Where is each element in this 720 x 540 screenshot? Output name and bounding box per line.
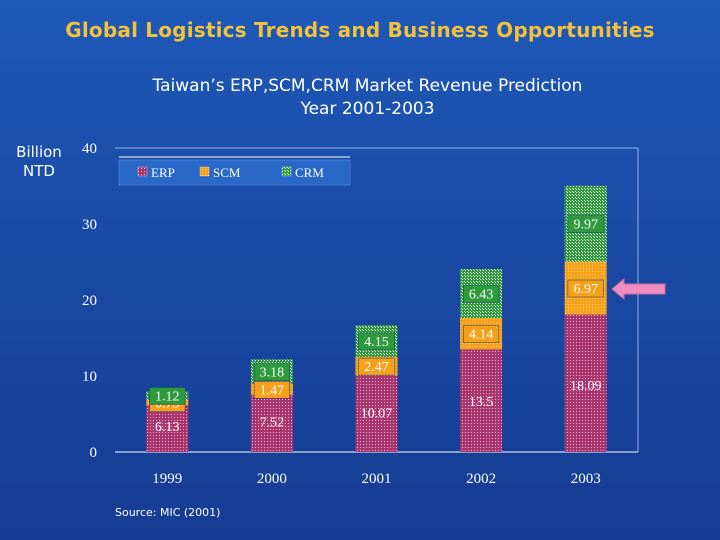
data-label-box-scm bbox=[463, 325, 500, 343]
data-label-erp-2003: 18.09 bbox=[570, 379, 602, 394]
x-tick-label: 2000 bbox=[257, 471, 287, 487]
y-tick-label: 20 bbox=[82, 293, 97, 309]
y-tick-label: 40 bbox=[82, 141, 97, 157]
data-label-scm-2001: 2.47 bbox=[364, 360, 389, 375]
y-unit-line1: Billion bbox=[16, 143, 62, 161]
data-label-crm-1999: 1.12 bbox=[155, 389, 180, 404]
legend-swatch-crm bbox=[281, 166, 292, 177]
data-label-crm-2000: 3.18 bbox=[260, 366, 285, 381]
y-tick-label: 30 bbox=[82, 217, 97, 233]
x-tick-label: 2001 bbox=[362, 471, 392, 487]
data-label-scm-2000: 1.47 bbox=[260, 383, 285, 398]
data-label-box-crm bbox=[358, 332, 395, 351]
slide-title: Global Logistics Trends and Business Opp… bbox=[65, 18, 655, 42]
data-label-scm-2002: 4.14 bbox=[469, 328, 494, 343]
data-label-crm-2003: 9.97 bbox=[573, 218, 598, 233]
data-label-box-scm bbox=[358, 357, 395, 376]
bar-erp-1999 bbox=[146, 405, 189, 452]
data-label-erp-1999: 6.13 bbox=[155, 420, 180, 435]
chart-subtitle-line1: Taiwan’s ERP,SCM,CRM Market Revenue Pred… bbox=[152, 76, 583, 96]
bar-erp-2002 bbox=[460, 349, 503, 452]
y-tick-label: 10 bbox=[82, 369, 97, 385]
bar-erp-2001 bbox=[355, 375, 398, 452]
y-unit-line2: NTD bbox=[23, 162, 55, 180]
data-label-erp-2002: 13.5 bbox=[469, 395, 494, 410]
bar-erp-2000 bbox=[250, 394, 293, 452]
data-label-box-crm bbox=[253, 363, 290, 381]
legend-label-erp: ERP bbox=[151, 165, 175, 180]
chart-subtitle-line2: Year 2001-2003 bbox=[300, 99, 435, 119]
source-note: Source: MIC (2001) bbox=[115, 506, 221, 519]
data-label-box-scm bbox=[253, 381, 290, 399]
legend-box bbox=[118, 159, 351, 186]
x-tick-label: 2002 bbox=[466, 471, 496, 487]
data-label-crm-2002: 6.43 bbox=[469, 288, 494, 303]
legend-label-crm: CRM bbox=[295, 165, 324, 180]
data-label-box-crm bbox=[567, 215, 604, 233]
legend-swatch-scm bbox=[199, 166, 210, 177]
x-tick-label: 2003 bbox=[571, 471, 601, 487]
legend-label-scm: SCM bbox=[213, 165, 241, 180]
data-label-erp-2001: 10.07 bbox=[361, 407, 393, 422]
data-label-box-crm bbox=[463, 285, 500, 303]
y-tick-label: 0 bbox=[90, 445, 98, 461]
highlight-arrow-icon bbox=[611, 277, 666, 301]
bar-erp-2003 bbox=[564, 314, 607, 452]
data-label-box-crm bbox=[149, 387, 186, 405]
data-label-scm-2003: 6.97 bbox=[573, 282, 598, 297]
legend-swatch-erp bbox=[137, 166, 148, 177]
data-label-erp-2000: 7.52 bbox=[260, 415, 285, 430]
data-label-box-scm bbox=[567, 279, 604, 298]
data-label-crm-2001: 4.15 bbox=[364, 335, 389, 350]
x-tick-label: 1999 bbox=[152, 471, 182, 487]
